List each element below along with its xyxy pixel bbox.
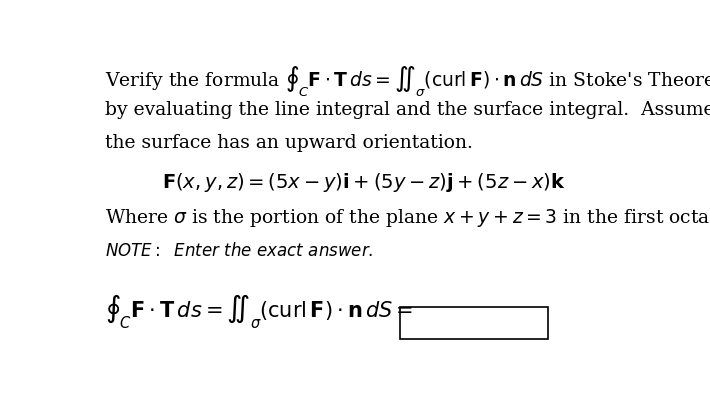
Text: the surface has an upward orientation.: the surface has an upward orientation. — [105, 134, 473, 152]
Text: Verify the formula $\oint_C \mathbf{F} \cdot \mathbf{T}\, ds = \iint_{\sigma} (\: Verify the formula $\oint_C \mathbf{F} \… — [105, 65, 710, 99]
Text: $\oint_C \mathbf{F} \cdot \mathbf{T}\, ds = \iint_{\sigma} (\mathrm{curl}\, \mat: $\oint_C \mathbf{F} \cdot \mathbf{T}\, d… — [105, 292, 414, 330]
Text: Where $\sigma$ is the portion of the plane $x + y + z = 3$ in the first octant.: Where $\sigma$ is the portion of the pla… — [105, 207, 710, 229]
FancyBboxPatch shape — [400, 307, 548, 339]
Text: by evaluating the line integral and the surface integral.  Assume that: by evaluating the line integral and the … — [105, 101, 710, 119]
Text: $\mathbf{F}(x, y, z) = (5x - y)\mathbf{i} + (5y - z)\mathbf{j} + (5z - x)\mathbf: $\mathbf{F}(x, y, z) = (5x - y)\mathbf{i… — [162, 170, 566, 193]
Text: $\it{NOTE:}$  $\it{Enter\ the\ exact\ answer.}$: $\it{NOTE:}$ $\it{Enter\ the\ exact\ ans… — [105, 241, 373, 259]
